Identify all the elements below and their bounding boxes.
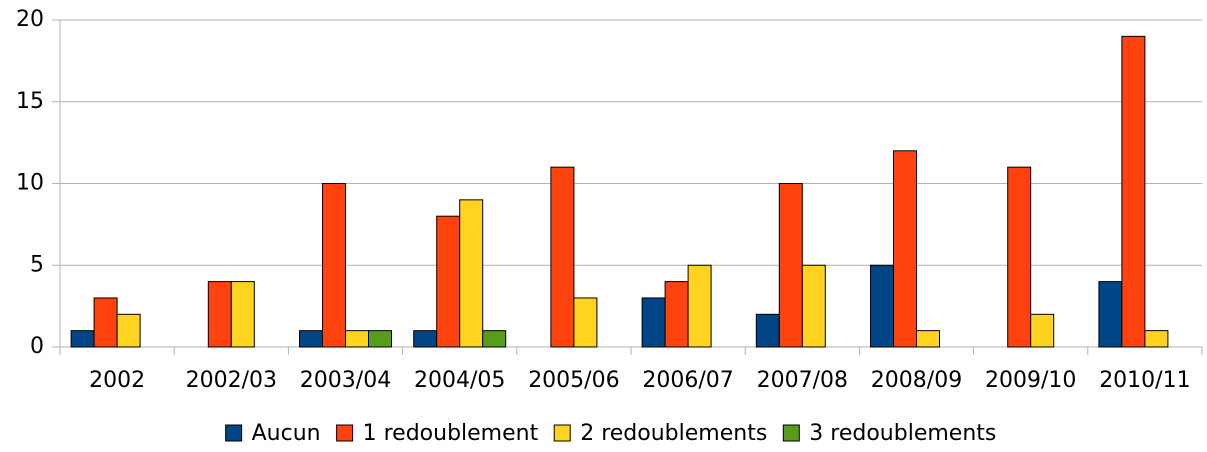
- y-tick-label: 10: [16, 171, 44, 196]
- x-tick-label: 2005/06: [528, 368, 619, 393]
- x-tick-label: 2008/09: [871, 368, 962, 393]
- bar: [93, 297, 118, 348]
- bar: [755, 313, 780, 348]
- x-tick-label: 2002: [89, 368, 145, 393]
- bar: [459, 199, 484, 348]
- x-tick-label: 2004/05: [414, 368, 505, 393]
- bar: [207, 281, 232, 348]
- bar: [345, 330, 369, 348]
- y-tick-label: 5: [30, 252, 44, 277]
- x-tick-label: 2003/04: [300, 368, 391, 393]
- bar: [368, 330, 392, 348]
- x-tick-label: 2007/08: [757, 368, 848, 393]
- bar: [116, 313, 141, 348]
- legend-label: 1 redoublement: [363, 421, 539, 446]
- legend-swatch: [782, 424, 800, 442]
- bar: [1030, 313, 1055, 348]
- bar: [801, 264, 826, 348]
- bar: [573, 297, 598, 348]
- y-tick-label: 20: [16, 7, 44, 32]
- legend-label: Aucun: [252, 421, 321, 446]
- y-tick-label: 15: [16, 89, 44, 114]
- bar: [299, 330, 323, 348]
- bar: [230, 281, 255, 348]
- bar: [550, 166, 575, 348]
- legend-swatch: [336, 424, 354, 442]
- x-tick-label: 2006/07: [642, 368, 733, 393]
- bar: [1007, 166, 1032, 348]
- legend-swatch: [553, 424, 571, 442]
- bar: [870, 264, 894, 348]
- x-tick-label: 2002/03: [186, 368, 277, 393]
- legend-label: 2 redoublements: [580, 421, 767, 446]
- legend-swatch: [225, 424, 243, 442]
- bar: [482, 330, 507, 348]
- bar: [893, 150, 917, 348]
- bar: [687, 264, 712, 348]
- bar: [322, 183, 346, 348]
- bar: [413, 330, 438, 348]
- bar: [70, 330, 95, 348]
- x-tick-label: 2010/11: [1099, 368, 1190, 393]
- bar: [1098, 281, 1123, 348]
- bar: [664, 281, 689, 348]
- y-tick-label: 0: [30, 334, 44, 359]
- bar: [916, 330, 940, 348]
- x-tick-label: 2009/10: [985, 368, 1076, 393]
- bar: [1144, 330, 1169, 348]
- legend-label: 3 redoublements: [809, 421, 996, 446]
- bar: [1121, 35, 1146, 348]
- bar: [778, 183, 803, 348]
- bar: [641, 297, 666, 348]
- bar: [436, 215, 461, 348]
